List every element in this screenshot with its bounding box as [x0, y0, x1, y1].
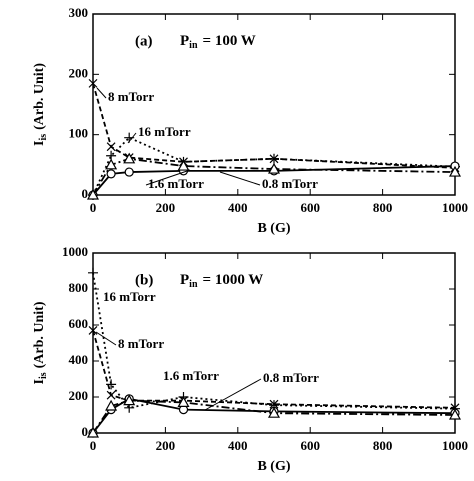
series-label: 8 mTorr: [108, 89, 154, 104]
plot-frame: [92, 252, 456, 434]
panel-label: (a): [135, 33, 153, 49]
power-sub: in: [189, 40, 198, 51]
y-tick-label: 0: [82, 186, 89, 201]
x-tick-label: 0: [90, 438, 97, 453]
series-label: 16 mTorr: [103, 289, 156, 304]
marker: [88, 78, 98, 88]
power-rest: = 100 W: [203, 33, 256, 49]
marker: [124, 167, 134, 177]
marker: [106, 379, 117, 390]
marker: [123, 394, 136, 406]
x-tick-label: 800: [373, 438, 393, 453]
y-label-rest: (Arb. Unit): [32, 301, 47, 368]
series-label: 1.6 mTorr: [148, 176, 204, 191]
power-rest: = 1000 W: [203, 272, 264, 288]
series-line: [92, 83, 456, 169]
x-tick-label: 1000: [442, 438, 468, 453]
marker: [106, 169, 116, 179]
power-sub: in: [189, 279, 198, 290]
leader-line: [204, 378, 262, 411]
x-tick-label: 600: [300, 200, 320, 215]
x-tick-label: 400: [228, 200, 248, 215]
marker: [88, 325, 98, 335]
leader-line: [96, 87, 107, 99]
y-label-main: I: [32, 379, 47, 384]
y-tick-label: 800: [69, 280, 89, 295]
leader-line: [127, 132, 137, 144]
y-tick-label: 1000: [62, 244, 88, 259]
leader-line: [145, 169, 191, 186]
x-tick-label: 200: [156, 438, 176, 453]
marker: [267, 162, 281, 174]
series-label: 16 mTorr: [138, 124, 191, 139]
marker: [177, 159, 190, 171]
series-label: 1.6 mTorr: [163, 368, 219, 383]
x-tick-label: 0: [90, 200, 97, 215]
marker: [267, 406, 281, 418]
y-label-sub: is: [38, 372, 49, 379]
series-line: [92, 272, 456, 410]
marker: [88, 267, 98, 278]
marker: [105, 399, 118, 411]
y-tick-label: 200: [69, 65, 89, 80]
series-line: [92, 330, 456, 409]
power-main: P: [180, 272, 189, 288]
y-tick-label: 100: [69, 126, 89, 141]
marker: [106, 390, 116, 400]
y-tick-label: 0: [82, 424, 89, 439]
marker: [105, 158, 118, 170]
power-main: P: [180, 33, 189, 49]
marker: [123, 152, 136, 164]
plot-frame: [92, 13, 456, 196]
panel-label: (b): [135, 272, 153, 288]
power-label: Pin = 1000 W: [180, 272, 263, 290]
series-line: [92, 157, 456, 196]
y-axis-label: Iis (Arb. Unit): [32, 301, 49, 384]
x-tick-label: 200: [156, 200, 176, 215]
series-line: [92, 136, 456, 196]
x-tick-label: 800: [373, 200, 393, 215]
x-tick-label: 1000: [442, 200, 468, 215]
y-tick-label: 600: [69, 316, 89, 331]
x-axis-label: B (G): [257, 221, 290, 236]
y-axis-label: Iis (Arb. Unit): [32, 63, 49, 146]
marker: [177, 396, 190, 407]
x-tick-label: 600: [300, 438, 320, 453]
y-tick-label: 300: [69, 5, 89, 20]
marker: [269, 399, 279, 409]
power-label: Pin = 100 W: [180, 33, 256, 51]
series-label: 8 mTorr: [118, 336, 164, 351]
marker: [448, 408, 462, 420]
y-label-rest: (Arb. Unit): [32, 63, 47, 130]
marker: [86, 188, 100, 200]
x-tick-label: 400: [228, 438, 248, 453]
y-label-main: I: [32, 141, 47, 146]
y-tick-label: 400: [69, 352, 89, 367]
marker: [106, 142, 116, 152]
marker: [269, 153, 279, 164]
marker: [448, 165, 462, 177]
marker: [86, 426, 100, 438]
y-tick-label: 200: [69, 388, 89, 403]
x-axis-label: B (G): [257, 459, 290, 474]
series-label: 0.8 mTorr: [262, 176, 318, 191]
leader-line: [95, 331, 117, 346]
series-label: 0.8 mTorr: [263, 370, 319, 385]
y-label-sub: is: [38, 134, 49, 141]
series-line: [92, 397, 456, 434]
leader-line: [219, 171, 261, 186]
